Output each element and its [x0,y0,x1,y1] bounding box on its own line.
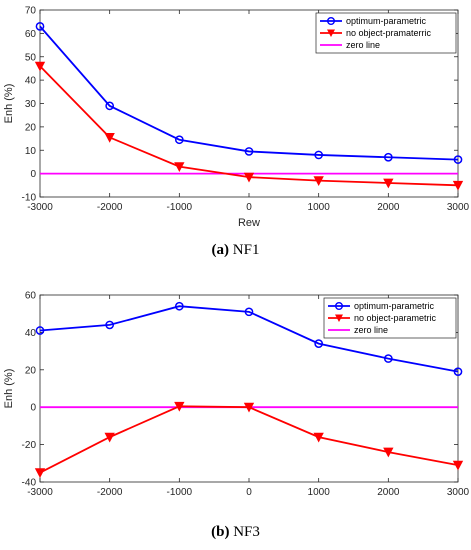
legend-label: optimum-parametric [346,16,427,26]
data-point-circle [314,150,324,160]
x-tick-label: -3000 [27,487,53,498]
y-tick-label: 40 [25,328,37,339]
x-tick-label: 0 [246,487,252,498]
data-point-circle [453,367,463,377]
caption-b-text: NF3 [233,524,260,540]
data-point-triangle [174,162,185,172]
data-point-triangle [243,172,255,183]
x-tick-label: 1000 [308,487,331,498]
chart-a: -3000 -2000 -1000 0 1000 2000 3000 -10 0 10 20 30 40… [3,6,470,230]
y-tick-label: -40 [22,478,37,489]
data-point-circle [105,101,115,111]
x-tick-label: 3000 [447,202,470,213]
y-tick-label: 70 [25,6,37,17]
x-tick-label: -2000 [97,202,123,213]
data-point-triangle [174,401,185,412]
legend-marker-triangle [335,314,343,322]
y-tick-label: -10 [22,193,37,204]
x-tick-label: 3000 [447,487,470,498]
y-tick-label: 50 [25,52,37,63]
legend-label: no object-pramaterric [346,28,432,38]
legend-label: zero line [346,40,380,50]
x-tick-label: -1000 [167,487,193,498]
caption-b-letter: (b) [211,524,230,540]
caption-a-letter: (a) [211,242,230,258]
y-tick-label: 20 [25,365,37,376]
series-line-1 [39,405,459,474]
legend-marker-triangle [327,29,335,37]
y-tick-label: 60 [25,29,37,40]
legend-marker-circle [335,302,344,311]
x-axis-label: Rew [238,217,260,229]
legend-label: zero line [354,325,388,335]
data-point-triangle [243,402,255,413]
data-point-triangle [452,180,464,191]
legend-label: optimum-parametric [354,301,435,311]
data-point-circle [35,22,45,31]
series-line-1 [39,65,459,187]
x-tick-label: 2000 [377,487,400,498]
data-point-triangle [313,176,324,186]
legend: optimum-parametric no object-pramaterric z… [315,12,457,54]
data-point-circle [174,135,184,145]
data-point-circle [383,354,393,363]
x-tick-label: -2000 [97,487,123,498]
data-point-circle [244,147,254,156]
data-point-circle [383,152,393,162]
data-point-circle [453,155,463,164]
y-tick-label: 40 [25,76,37,87]
caption-a-text: NF1 [232,242,260,258]
legend-marker-circle [327,17,336,26]
legend: optimum-parametric no object-parametric ze… [323,297,457,339]
data-point-circle [105,320,115,330]
x-tick-label: 1000 [308,202,331,213]
chart-b: -3000 -2000 -1000 0 1000 2000 3000 -40 -20 0 20 40 6… [3,291,470,499]
x-tick-label: -3000 [27,202,53,213]
data-point-triangle [383,178,394,189]
data-point-circle [244,307,254,317]
y-tick-label: 20 [25,122,37,133]
y-tick-label: 30 [25,99,37,110]
series-line-0 [39,305,459,373]
y-tick-label: 0 [30,403,36,414]
data-point-circle [314,339,324,348]
y-axis-label: Enh (%) [3,84,15,124]
data-point-circle [35,326,45,335]
x-tick-label: 0 [246,202,252,213]
data-point-circle [174,301,184,311]
data-point-triangle [383,447,394,458]
data-point-triangle [452,460,464,471]
x-tick-label: -1000 [167,202,193,213]
caption-b: (b) NF3 [0,524,471,541]
data-point-triangle [104,132,115,143]
y-tick-label: -20 [22,440,37,451]
caption-a: (a) NF1 [0,242,471,259]
y-axis-label: Enh (%) [3,369,15,409]
y-tick-label: 0 [30,169,36,180]
series-line-0 [39,25,459,161]
y-tick-label: 10 [25,146,37,157]
y-tick-label: 60 [25,291,37,302]
data-point-triangle [104,432,115,443]
x-tick-label: 2000 [377,202,400,213]
legend-label: no object-parametric [354,313,437,323]
data-point-triangle [34,61,46,72]
data-point-triangle [313,432,324,443]
data-point-triangle [34,468,46,479]
